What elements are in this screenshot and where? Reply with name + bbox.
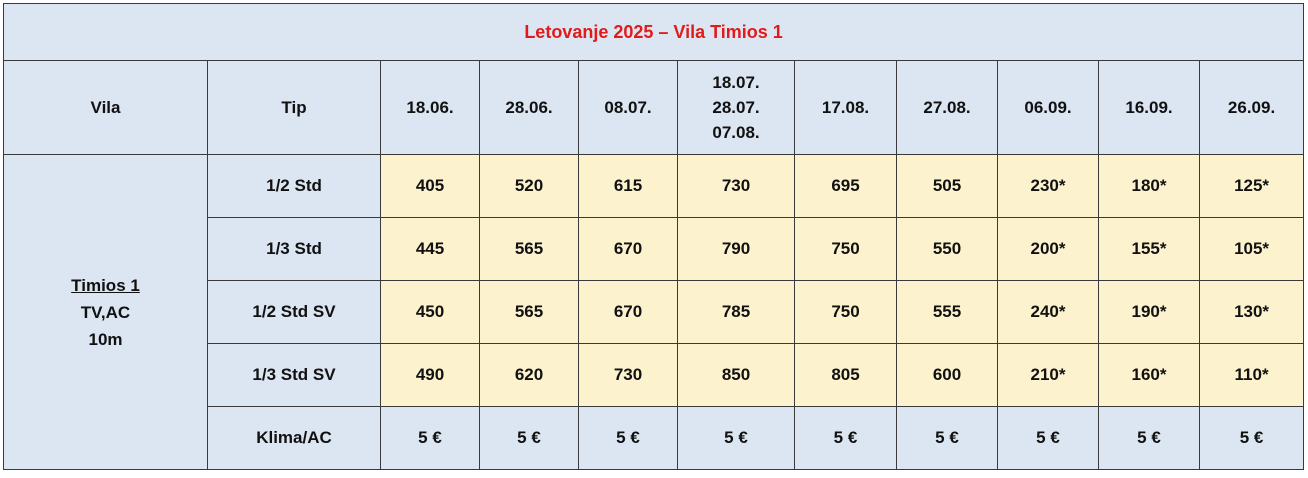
price-cell: 240* (997, 280, 1099, 344)
header-date-extra: 07.08. (712, 123, 760, 142)
header-date: 06.09. (997, 60, 1099, 155)
price-cell: 565 (479, 217, 579, 281)
table-row: 1/3 Std SV 490 620 730 850 805 600 210* … (4, 343, 1305, 407)
klima-price-cell: 5 € (794, 406, 897, 470)
price-cell: 730 (677, 154, 795, 218)
price-cell: 750 (794, 217, 897, 281)
price-cell: 615 (578, 154, 678, 218)
price-cell: 180* (1098, 154, 1200, 218)
price-cell: 670 (578, 280, 678, 344)
villa-distance: 10m (88, 329, 123, 349)
klima-price-cell: 5 € (1198, 406, 1305, 470)
room-type: 1/2 Std (207, 154, 381, 218)
klima-price-cell: 5 € (997, 406, 1099, 470)
price-cell: 850 (677, 343, 795, 407)
header-date: 26.09. (1198, 60, 1305, 155)
villa-name: Timios 1 (71, 275, 140, 295)
header-date: 08.07. (578, 60, 678, 155)
price-cell: 600 (896, 343, 998, 407)
price-cell: 505 (896, 154, 998, 218)
price-cell: 445 (380, 217, 480, 281)
klima-price-cell: 5 € (380, 406, 480, 470)
header-date-group: 18.07. 28.07. 07.08. (677, 60, 795, 155)
table-row: 1/3 Std 445 565 670 790 750 550 200* 155… (4, 217, 1305, 281)
price-cell: 190* (1098, 280, 1200, 344)
header-date: 17.08. (794, 60, 897, 155)
price-cell: 750 (794, 280, 897, 344)
room-type: Klima/AC (207, 406, 381, 470)
price-cell: 450 (380, 280, 480, 344)
header-date: 27.08. (896, 60, 998, 155)
header-date: 16.09. (1098, 60, 1200, 155)
price-table: Letovanje 2025 – Vila Timios 1 Vila Tip … (2, 3, 1305, 470)
price-cell: 155* (1098, 217, 1200, 281)
price-cell: 130* (1198, 280, 1305, 344)
header-date: 18.07. (712, 73, 760, 92)
price-cell: 520 (479, 154, 579, 218)
price-cell: 785 (677, 280, 795, 344)
price-cell: 200* (997, 217, 1099, 281)
header-row: Vila Tip 18.06. 28.06. 08.07. 18.07. 28.… (3, 60, 1305, 155)
price-cell: 565 (479, 280, 579, 344)
table-row-klima: Klima/AC 5 € 5 € 5 € 5 € 5 € 5 € 5 € 5 €… (4, 406, 1305, 470)
price-cell: 210* (997, 343, 1099, 407)
table-row: Timios 1 TV,AC 10m 1/2 Std 405 520 615 7… (3, 154, 1305, 470)
price-cell: 125* (1198, 154, 1305, 218)
price-cell: 230* (997, 154, 1099, 218)
room-type: 1/3 Std (207, 217, 381, 281)
table-row: 1/2 Std SV 450 565 670 785 750 555 240* … (4, 280, 1305, 344)
klima-price-cell: 5 € (479, 406, 579, 470)
header-tip: Tip (207, 60, 381, 155)
price-cell: 160* (1098, 343, 1200, 407)
header-date: 18.06. (380, 60, 480, 155)
price-cell: 670 (578, 217, 678, 281)
price-cell: 620 (479, 343, 579, 407)
header-date-extra: 28.07. (712, 98, 760, 117)
villa-amenities: TV,AC (80, 302, 131, 322)
price-cell: 550 (896, 217, 998, 281)
klima-price-cell: 5 € (578, 406, 678, 470)
price-cell: 695 (794, 154, 897, 218)
header-date: 28.06. (479, 60, 579, 155)
price-cell: 105* (1198, 217, 1305, 281)
klima-price-cell: 5 € (677, 406, 795, 470)
price-cell: 790 (677, 217, 795, 281)
price-cell: 730 (578, 343, 678, 407)
klima-price-cell: 5 € (1098, 406, 1200, 470)
room-type: 1/3 Std SV (207, 343, 381, 407)
price-cell: 405 (380, 154, 480, 218)
price-cell: 805 (794, 343, 897, 407)
villa-cell: Timios 1 TV,AC 10m (3, 154, 208, 470)
price-cell: 490 (380, 343, 480, 407)
price-cell: 110* (1198, 343, 1305, 407)
room-type: 1/2 Std SV (207, 280, 381, 344)
klima-price-cell: 5 € (896, 406, 998, 470)
table-title: Letovanje 2025 – Vila Timios 1 (2, 3, 1305, 61)
header-vila: Vila (3, 60, 208, 155)
price-cell: 555 (896, 280, 998, 344)
